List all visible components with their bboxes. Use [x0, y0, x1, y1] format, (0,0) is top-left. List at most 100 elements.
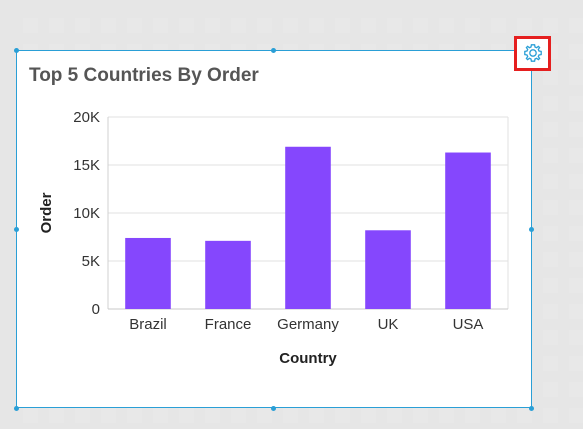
x-tick-label: UK — [378, 316, 399, 333]
grid-tile — [257, 18, 272, 33]
y-axis-title: Order — [38, 192, 55, 233]
grid-tile — [543, 70, 558, 85]
grid-tile — [361, 18, 376, 33]
grid-tile — [387, 18, 402, 33]
grid-tile — [101, 408, 116, 423]
grid-tile — [543, 252, 558, 267]
grid-tile — [569, 330, 583, 345]
grid-tile — [543, 382, 558, 397]
y-tick-label: 10K — [73, 205, 100, 222]
grid-tile — [231, 408, 246, 423]
grid-tile — [569, 148, 583, 163]
bar — [205, 240, 251, 309]
resize-handle-middle-left[interactable] — [14, 227, 19, 232]
grid-tile — [179, 408, 194, 423]
x-tick-label: Brazil — [129, 316, 167, 333]
grid-tile — [49, 18, 64, 33]
grid-tile — [309, 408, 324, 423]
grid-tile — [439, 408, 454, 423]
grid-tile — [491, 408, 506, 423]
grid-tile — [335, 408, 350, 423]
gear-icon — [524, 44, 542, 62]
resize-handle-top-left[interactable] — [14, 48, 19, 53]
grid-tile — [543, 330, 558, 345]
grid-tile — [543, 408, 558, 423]
grid-tile — [413, 18, 428, 33]
grid-tile — [543, 278, 558, 293]
grid-tile — [205, 18, 220, 33]
grid-tile — [543, 356, 558, 371]
grid-tile — [569, 382, 583, 397]
bar — [445, 152, 491, 309]
grid-tile — [517, 408, 532, 423]
resize-handle-top-center[interactable] — [271, 48, 276, 53]
grid-tile — [543, 122, 558, 137]
bar — [125, 237, 171, 309]
grid-tile — [569, 18, 583, 33]
grid-tile — [569, 96, 583, 111]
resize-handle-middle-right[interactable] — [529, 227, 534, 232]
grid-tile — [205, 408, 220, 423]
grid-tile — [283, 408, 298, 423]
grid-tile — [543, 18, 558, 33]
grid-tile — [127, 408, 142, 423]
bar-chart: 0 5K 10K 15K 20K Brazil France Germany UK USA Coun… — [38, 109, 509, 367]
grid-tile — [413, 408, 428, 423]
grid-tile — [569, 122, 583, 137]
y-tick-label: 5K — [82, 253, 100, 270]
x-tick-label: France — [205, 316, 252, 333]
grid-tile — [543, 96, 558, 111]
x-tick-label: USA — [453, 316, 484, 333]
grid-tile — [569, 174, 583, 189]
grid-tile — [231, 18, 246, 33]
grid-tile — [257, 408, 272, 423]
resize-handle-bottom-right[interactable] — [529, 406, 534, 411]
grid-tile — [543, 148, 558, 163]
y-tick-label: 15K — [73, 157, 100, 174]
grid-tile — [75, 18, 90, 33]
grid-tile — [153, 408, 168, 423]
grid-tile — [543, 226, 558, 241]
grid-tile — [283, 18, 298, 33]
x-axis-title: Country — [279, 350, 337, 367]
grid-tile — [23, 18, 38, 33]
bar — [365, 230, 411, 309]
grid-tile — [75, 408, 90, 423]
grid-tile — [23, 408, 38, 423]
settings-button[interactable] — [514, 36, 551, 71]
grid-tile — [569, 226, 583, 241]
grid-tile — [49, 408, 64, 423]
y-tick-label: 0 — [92, 301, 100, 318]
grid-tile — [569, 252, 583, 267]
grid-tile — [361, 408, 376, 423]
grid-tile — [543, 200, 558, 215]
grid-tile — [335, 18, 350, 33]
grid-tile — [569, 304, 583, 319]
chart-widget[interactable]: Top 5 Countries By Order 0 5K 10K 15K 20K Bra… — [16, 50, 532, 408]
grid-tile — [569, 70, 583, 85]
grid-tile — [153, 18, 168, 33]
resize-handle-bottom-left[interactable] — [14, 406, 19, 411]
grid-tile — [491, 18, 506, 33]
grid-tile — [569, 356, 583, 371]
grid-tile — [569, 408, 583, 423]
grid-tile — [127, 18, 142, 33]
x-tick-label: Germany — [277, 316, 339, 333]
grid-tile — [517, 18, 532, 33]
grid-tile — [543, 174, 558, 189]
grid-tile — [387, 408, 402, 423]
grid-tile — [569, 200, 583, 215]
grid-tile — [569, 44, 583, 59]
widget-title: Top 5 Countries By Order — [29, 65, 259, 86]
grid-tile — [569, 278, 583, 293]
grid-tile — [439, 18, 454, 33]
grid-tile — [179, 18, 194, 33]
grid-tile — [543, 304, 558, 319]
grid-tile — [465, 18, 480, 33]
bar — [285, 146, 331, 309]
grid-tile — [465, 408, 480, 423]
resize-handle-bottom-center[interactable] — [271, 406, 276, 411]
grid-tile — [101, 18, 116, 33]
y-tick-label: 20K — [73, 109, 100, 126]
grid-tile — [309, 18, 324, 33]
